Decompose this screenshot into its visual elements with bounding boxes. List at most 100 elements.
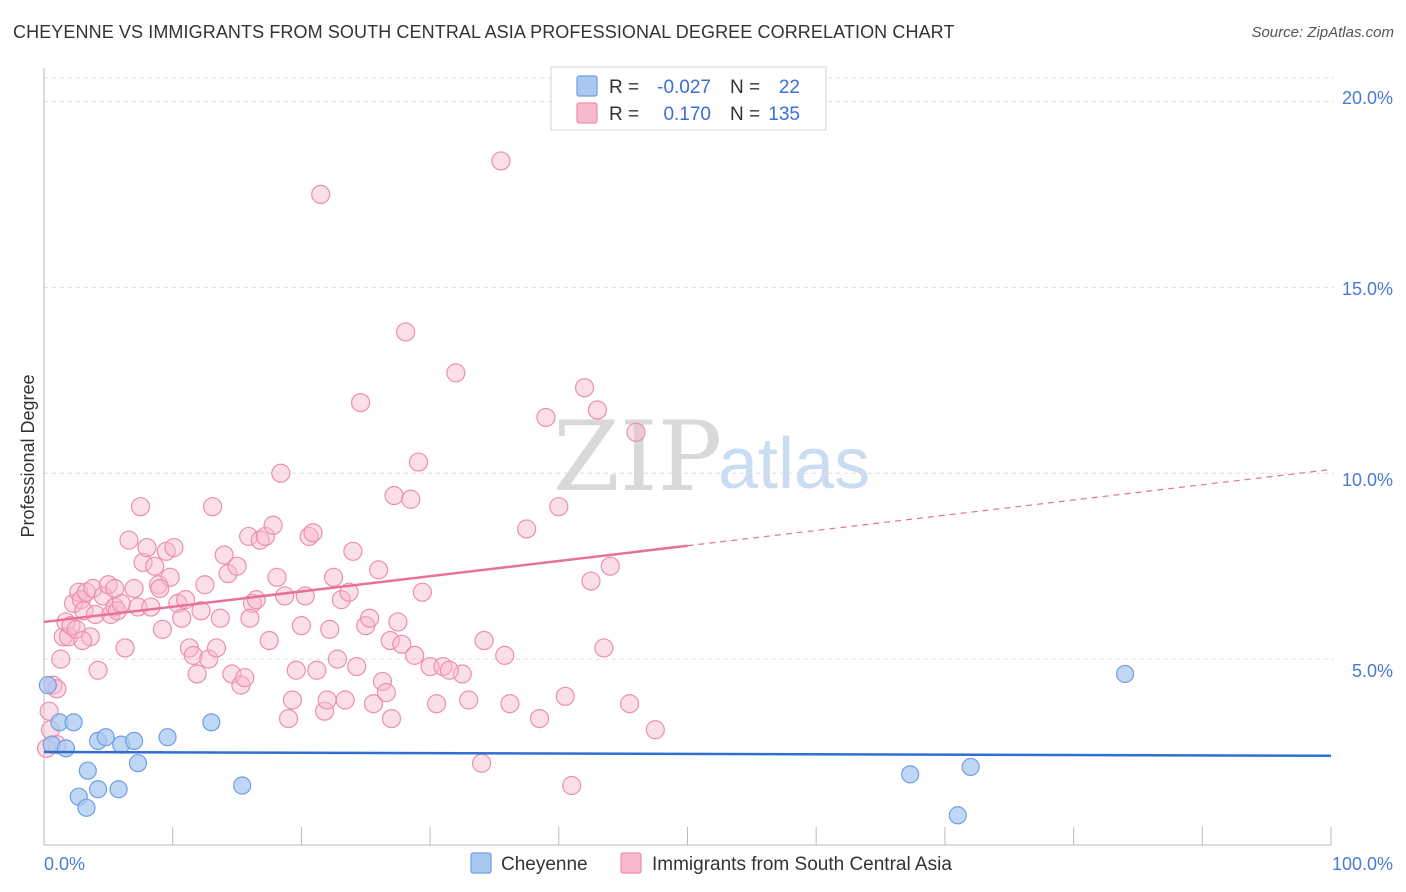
legend-r-label-cheyenne: R = (609, 77, 639, 98)
trend-line-immigrants-dashed (687, 468, 1332, 547)
point-immigrants-119 (587, 400, 608, 420)
point-immigrants-95 (388, 612, 408, 632)
point-immigrants-26 (115, 638, 135, 658)
point-immigrants-77 (314, 701, 335, 721)
x-tick-label-right: 100.0% (1332, 854, 1393, 874)
y-tick-label-10: 10.0% (1342, 470, 1393, 490)
bottom-legend-swatch-immigrants (620, 852, 642, 874)
y-tick-label-5: 5.0% (1352, 661, 1393, 681)
point-immigrants-47 (195, 575, 215, 595)
point-immigrants-63 (259, 630, 279, 651)
point-immigrants-116 (562, 775, 582, 796)
point-immigrants-62 (255, 526, 275, 547)
y-tick-label-15: 15.0% (1342, 279, 1393, 299)
point-immigrants-133 (73, 630, 93, 651)
point-immigrants-71 (291, 616, 311, 636)
x-ticks (43, 827, 1332, 845)
point-immigrants-12 (69, 582, 89, 602)
point-immigrants-107 (459, 690, 479, 710)
point-cheyenne-4 (64, 713, 83, 732)
point-immigrants-48 (199, 649, 219, 669)
point-immigrants-67 (275, 586, 295, 606)
point-immigrants-64 (263, 515, 283, 535)
point-immigrants-81 (331, 590, 351, 610)
point-cheyenne-15 (158, 728, 177, 747)
point-immigrants-74 (303, 523, 323, 543)
point-cheyenne-0 (38, 676, 57, 695)
legend-r-value-immigrants: 0.170 (663, 104, 711, 125)
legend-n-label-immigrants: N = (730, 104, 760, 125)
point-immigrants-121 (600, 556, 620, 576)
bottom-legend-label-cheyenne: Cheyenne (501, 854, 588, 875)
point-immigrants-130 (240, 608, 260, 628)
point-immigrants-88 (360, 608, 380, 628)
point-immigrants-89 (363, 694, 384, 714)
trend-line-immigrants-solid (43, 544, 688, 624)
legend-top: R = -0.027 N = 22 R = 0.170 N = 135 (550, 66, 827, 131)
point-cheyenne-3 (56, 739, 75, 758)
legend-r-label-immigrants: R = (609, 104, 639, 125)
point-cheyenne-20 (961, 757, 980, 777)
point-immigrants-58 (239, 526, 259, 547)
source-credit: Source: ZipAtlas.com (1251, 24, 1394, 41)
trend-lines (43, 468, 1332, 758)
watermark-zip: ZIP (553, 401, 722, 513)
point-immigrants-17 (83, 578, 103, 599)
bottom-legend-swatch-cheyenne (470, 852, 492, 874)
legend-n-value-immigrants: 135 (768, 104, 800, 125)
point-immigrants-79 (323, 567, 344, 587)
point-cheyenne-10 (96, 728, 115, 747)
point-immigrants-55 (227, 556, 247, 576)
point-immigrants-70 (286, 660, 306, 680)
point-immigrants-39 (164, 537, 184, 558)
point-immigrants-82 (335, 690, 355, 710)
point-immigrants-85 (347, 656, 367, 677)
point-immigrants-75 (307, 660, 327, 680)
legend-swatch-cheyenne (576, 75, 598, 97)
point-cheyenne-11 (109, 780, 128, 799)
point-immigrants-66 (271, 463, 291, 483)
point-immigrants-129 (555, 686, 575, 706)
point-immigrants-90 (369, 560, 389, 580)
point-immigrants-78 (320, 619, 340, 639)
point-immigrants-120 (594, 638, 614, 658)
point-immigrants-112 (517, 519, 537, 539)
point-immigrants-76 (311, 184, 331, 205)
point-immigrants-132 (105, 578, 125, 599)
point-immigrants-80 (327, 649, 348, 669)
point-immigrants-34 (145, 556, 165, 576)
series-immigrants-points (36, 151, 665, 796)
point-cheyenne-8 (88, 780, 108, 799)
point-immigrants-60 (246, 590, 266, 610)
point-immigrants-111 (500, 694, 520, 714)
point-immigrants-118 (581, 571, 601, 591)
point-cheyenne-21 (1115, 664, 1135, 684)
point-immigrants-57 (235, 668, 255, 688)
point-immigrants-73 (299, 526, 319, 547)
point-immigrants-101 (412, 582, 432, 602)
point-immigrants-44 (183, 645, 203, 665)
trend-line-cheyenne (43, 750, 1332, 758)
point-immigrants-51 (210, 608, 230, 628)
point-immigrants-8 (58, 627, 79, 647)
point-immigrants-113 (529, 708, 550, 729)
point-immigrants-9 (61, 616, 81, 636)
point-immigrants-86 (351, 392, 371, 413)
point-immigrants-103 (426, 694, 447, 714)
point-immigrants-19 (88, 660, 108, 680)
legend-n-label-cheyenne: N = (730, 77, 760, 98)
point-immigrants-124 (645, 720, 665, 740)
point-immigrants-131 (150, 578, 170, 599)
point-immigrants-84 (343, 541, 363, 561)
point-immigrants-41 (172, 608, 192, 628)
point-immigrants-100 (408, 452, 429, 472)
point-immigrants-32 (137, 537, 157, 558)
legend-swatch-immigrants (576, 102, 598, 124)
point-immigrants-96 (392, 634, 412, 654)
point-immigrants-45 (187, 664, 207, 684)
legend-r-value-cheyenne: -0.027 (657, 77, 711, 98)
legend-n-value-cheyenne: 22 (779, 77, 800, 98)
bottom-legend-label-immigrants: Immigrants from South Central Asia (652, 854, 952, 875)
point-immigrants-109 (491, 151, 511, 171)
